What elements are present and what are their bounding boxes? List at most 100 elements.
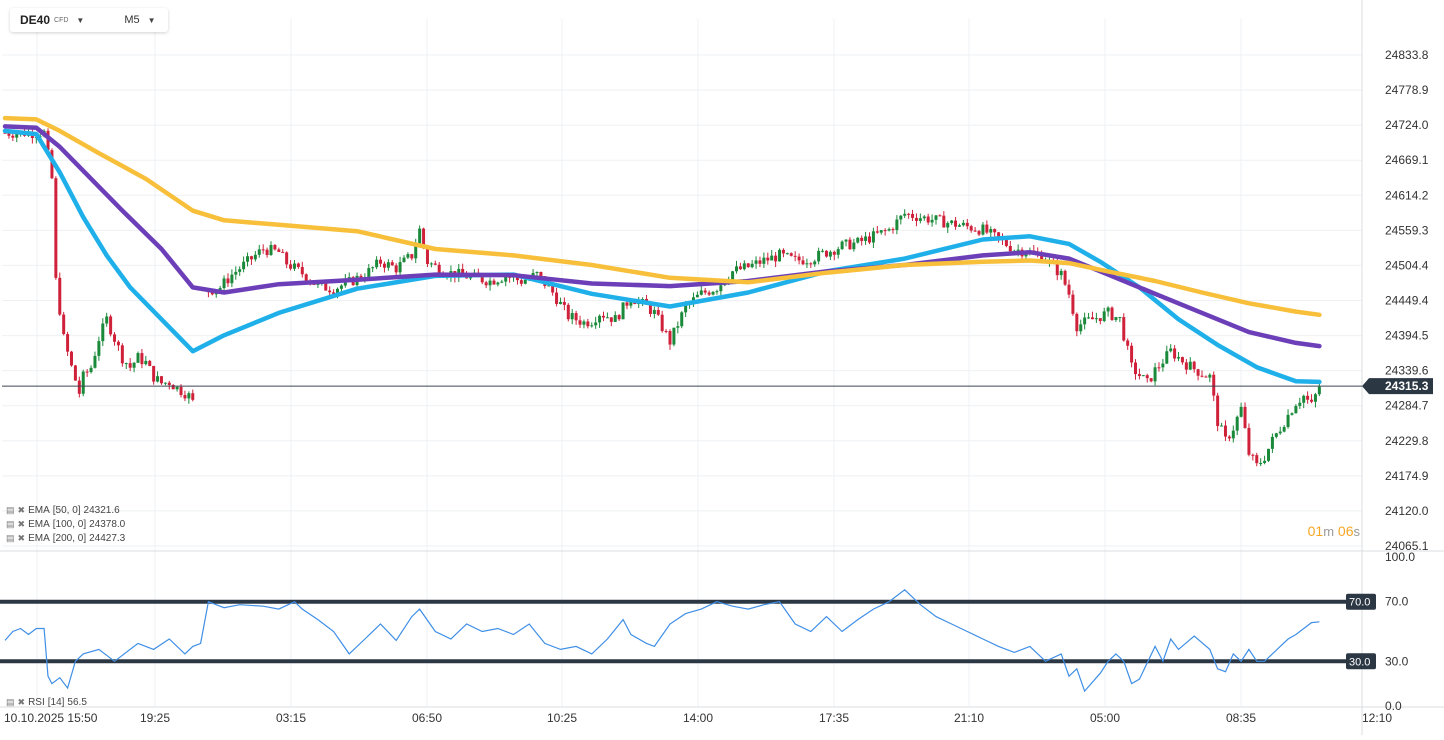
candle-body (1083, 317, 1087, 325)
symbol-name: DE40 (20, 13, 51, 27)
candle-body (3, 132, 7, 134)
candle-body (930, 219, 934, 223)
candle-body (629, 301, 633, 306)
candle-body (289, 264, 293, 269)
candle-body (778, 249, 782, 262)
candle-body (1239, 406, 1243, 417)
candle-body (1024, 254, 1028, 257)
x-tick-label: 12:10 (1362, 711, 1392, 725)
candle-body (535, 271, 539, 273)
candle-body (109, 316, 113, 335)
candle-body (574, 313, 578, 321)
candle-body (1169, 348, 1173, 352)
candle-body (1216, 395, 1220, 427)
candle-body (1137, 374, 1141, 377)
candle-body (1259, 462, 1263, 464)
candle-body (300, 266, 304, 275)
candle-body (1153, 367, 1157, 382)
candle-body (62, 314, 66, 335)
x-tick-label: 10.10.2025 15:50 (4, 711, 98, 725)
candle-body (246, 256, 250, 262)
candle-body (414, 244, 418, 259)
close-icon[interactable]: ✖ (17, 697, 26, 707)
candle-body (989, 229, 993, 233)
candle-body (664, 331, 668, 333)
candle-body (547, 285, 551, 287)
close-icon[interactable]: ✖ (17, 505, 26, 515)
indicator-value: 24427.3 (89, 533, 126, 544)
candle-body (950, 220, 954, 224)
candle-body (1106, 307, 1110, 312)
candle-body (586, 321, 590, 327)
close-icon[interactable]: ✖ (17, 533, 26, 543)
close-icon[interactable]: ✖ (17, 519, 26, 529)
symbol-dropdown-icon[interactable]: ▼ (76, 15, 85, 25)
candle-body (66, 334, 70, 352)
instrument-selector[interactable]: DE40 CFD ▼ M5 ▼ (10, 8, 168, 32)
y-tick-label: 24120.0 (1385, 504, 1429, 518)
candle-body (676, 326, 680, 328)
candle-body (758, 260, 762, 264)
axes: 24833.8 24778.9 24724.0 24669.1 24614.2 24559… (4, 48, 1429, 725)
candle-body (742, 263, 746, 270)
candle-body (1134, 362, 1137, 375)
candle-body (707, 292, 711, 295)
timeframe-selector[interactable]: M5 (124, 14, 140, 26)
rsi-y-tick-label: 30.0 (1385, 654, 1409, 668)
ema-lines (2, 115, 1322, 385)
candle-body (73, 365, 77, 381)
y-tick-label: 24724.0 (1385, 118, 1429, 132)
candle-body (58, 277, 62, 315)
candle-body (672, 327, 676, 345)
candle-body (332, 292, 336, 295)
candle-body (605, 317, 609, 319)
candle-body (774, 255, 778, 262)
candle-body (1220, 425, 1224, 427)
candle-body (1192, 361, 1196, 370)
rsi-y-tick-label: 0.0 (1385, 699, 1402, 713)
candle-body (410, 254, 414, 259)
candle-body (558, 301, 562, 304)
candle-body (1075, 313, 1079, 332)
candle-body (1165, 351, 1169, 364)
candle-body (860, 237, 864, 241)
candle-body (1270, 436, 1274, 449)
countdown-seconds-unit: s (1353, 524, 1361, 539)
candle-body (828, 251, 832, 257)
candle-body (382, 263, 386, 268)
candle-body (386, 262, 390, 268)
settings-icon[interactable]: ▤ (6, 697, 15, 707)
candle-body (226, 278, 230, 284)
candle-body (754, 260, 758, 264)
candle-body (1161, 363, 1165, 368)
settings-icon[interactable]: ▤ (6, 533, 15, 543)
candle-body (253, 254, 257, 260)
candle-body (911, 213, 915, 218)
candle-body (1306, 395, 1310, 400)
candle-body (54, 178, 58, 278)
candle-body (218, 288, 222, 291)
indicator-params: [100, 0] (52, 519, 87, 530)
candle-body (371, 267, 375, 269)
candle-body (981, 224, 985, 235)
price-overlay: 24315.3 (2, 378, 1433, 395)
candle-body (1184, 362, 1188, 370)
timeframe-dropdown-icon[interactable]: ▼ (147, 15, 156, 25)
candle-body (856, 237, 860, 243)
candle-body (680, 312, 684, 327)
settings-icon[interactable]: ▤ (6, 519, 15, 529)
candle-body (903, 213, 907, 216)
candle-body (602, 315, 605, 318)
candle-body (594, 322, 598, 326)
settings-icon[interactable]: ▤ (6, 505, 15, 515)
candle-body (230, 274, 234, 284)
candle-body (1200, 375, 1204, 377)
countdown-minutes: 01 (1307, 523, 1324, 539)
candle-body (418, 228, 422, 245)
candle-body (590, 325, 594, 327)
candle-body (1196, 369, 1200, 376)
candle-body (97, 341, 101, 356)
